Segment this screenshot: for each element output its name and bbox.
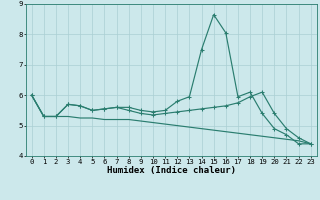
X-axis label: Humidex (Indice chaleur): Humidex (Indice chaleur) <box>107 166 236 175</box>
